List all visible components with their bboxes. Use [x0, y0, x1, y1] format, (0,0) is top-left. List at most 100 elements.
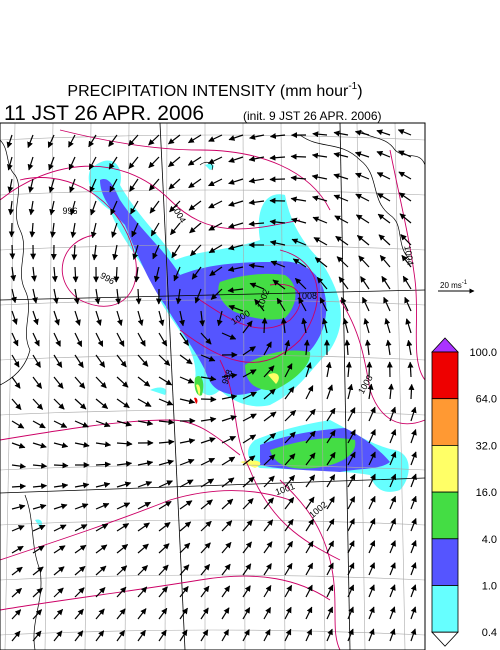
- wind-vector: [116, 310, 123, 326]
- wind-vector: [116, 481, 132, 488]
- wind-vector: [389, 429, 397, 444]
- wind-vector: [137, 608, 147, 620]
- wind-vector: [11, 630, 21, 642]
- wind-vector: [368, 562, 375, 576]
- wind-vector: [355, 172, 370, 180]
- wind-vector: [137, 354, 149, 367]
- wind-vector: [95, 376, 107, 389]
- wind-vector: [208, 178, 223, 187]
- wind-vector: [398, 171, 412, 180]
- wind-vector: [305, 540, 314, 554]
- wind-vector: [191, 266, 202, 280]
- colorbar-label: 100.0: [469, 347, 497, 359]
- wind-vector: [408, 383, 415, 400]
- wind-vector: [333, 194, 349, 202]
- wind-vector: [321, 317, 328, 334]
- wind-vector: [263, 584, 272, 598]
- wind-vector: [326, 584, 334, 598]
- colorbar-label: 32.0: [476, 440, 497, 452]
- wind-vector: [95, 608, 105, 620]
- wind-vector: [49, 200, 56, 216]
- wind-vector: [116, 332, 125, 347]
- wind-vector: [284, 363, 293, 378]
- wind-vector: [94, 288, 101, 305]
- wind-vector: [248, 220, 265, 227]
- wind-vector: [194, 288, 202, 304]
- wind-vector: [74, 630, 84, 642]
- grid-line: [242, 123, 246, 650]
- wind-vector: [137, 376, 151, 387]
- wind-vector: [73, 288, 80, 305]
- wind-vector: [325, 361, 332, 378]
- wind-vector: [111, 222, 118, 238]
- grid-line: [0, 354, 425, 361]
- grid-line: [318, 123, 326, 650]
- wind-vector: [137, 565, 148, 576]
- wind-vector: [227, 266, 244, 273]
- isobar: [0, 575, 331, 611]
- wind-vector: [53, 524, 67, 532]
- wind-vector: [242, 519, 253, 532]
- wind-vector: [200, 354, 216, 362]
- wind-vector: [384, 318, 391, 334]
- wind-vector: [228, 222, 244, 229]
- wind-vector: [179, 310, 185, 327]
- wind-vector: [364, 339, 371, 356]
- wind-vector: [74, 354, 84, 368]
- wind-vector: [148, 178, 160, 191]
- wind-vector: [179, 542, 191, 554]
- coastline: [299, 134, 411, 261]
- wind-vector: [53, 442, 69, 449]
- wind-vector: [32, 354, 41, 368]
- init-time: (init. 9 JST 26 APR. 2006): [243, 109, 382, 123]
- wind-vector: [406, 339, 413, 356]
- wind-vector: [290, 217, 307, 224]
- wind-vector: [32, 442, 47, 449]
- wind-vector: [305, 362, 312, 378]
- wind-vector: [200, 542, 211, 554]
- wind-vector: [158, 376, 173, 386]
- wind-vector: [95, 587, 106, 598]
- wind-vector: [228, 156, 244, 163]
- colorbar-label: 16.0: [476, 487, 497, 499]
- colorbar-segment: [431, 491, 459, 540]
- wind-vector: [32, 420, 46, 429]
- wind-vector: [74, 420, 89, 428]
- wind-vector: [376, 129, 391, 136]
- wind-vector: [319, 297, 328, 312]
- wind-vector: [116, 608, 126, 620]
- wind-vector: [326, 474, 336, 488]
- wind-vector: [385, 339, 392, 356]
- wind-vector: [150, 222, 160, 237]
- wind-vector: [152, 244, 160, 260]
- wind-vector: [292, 258, 307, 268]
- wind-vector: [363, 318, 370, 334]
- wind-vector: [263, 475, 275, 488]
- wind-vector: [228, 200, 244, 207]
- wind-vector: [8, 222, 15, 238]
- wind-vector: [137, 543, 149, 554]
- wind-vector: [110, 200, 118, 216]
- wind-vector: [11, 463, 26, 470]
- wind-vector: [221, 456, 236, 466]
- wind-vector: [242, 476, 255, 488]
- coastline: [359, 129, 425, 166]
- wind-vector: [158, 607, 168, 620]
- wind-vector: [31, 266, 37, 282]
- wind-vector: [368, 540, 376, 554]
- wind-vector: [200, 416, 217, 423]
- wind-vector: [74, 376, 86, 389]
- wind-vector: [290, 153, 307, 160]
- wind-vector: [312, 216, 328, 224]
- wind-vector: [158, 500, 172, 510]
- wind-vector: [116, 502, 131, 510]
- wind-vector: [200, 437, 216, 444]
- wind-vector: [11, 376, 21, 389]
- wind-vector: [284, 497, 295, 510]
- wind-vector: [137, 586, 148, 598]
- wind-vector: [188, 200, 202, 211]
- wind-vector: [113, 266, 120, 283]
- wind-vector: [410, 406, 417, 422]
- wind-vector: [347, 540, 355, 554]
- wind-vector: [89, 178, 97, 193]
